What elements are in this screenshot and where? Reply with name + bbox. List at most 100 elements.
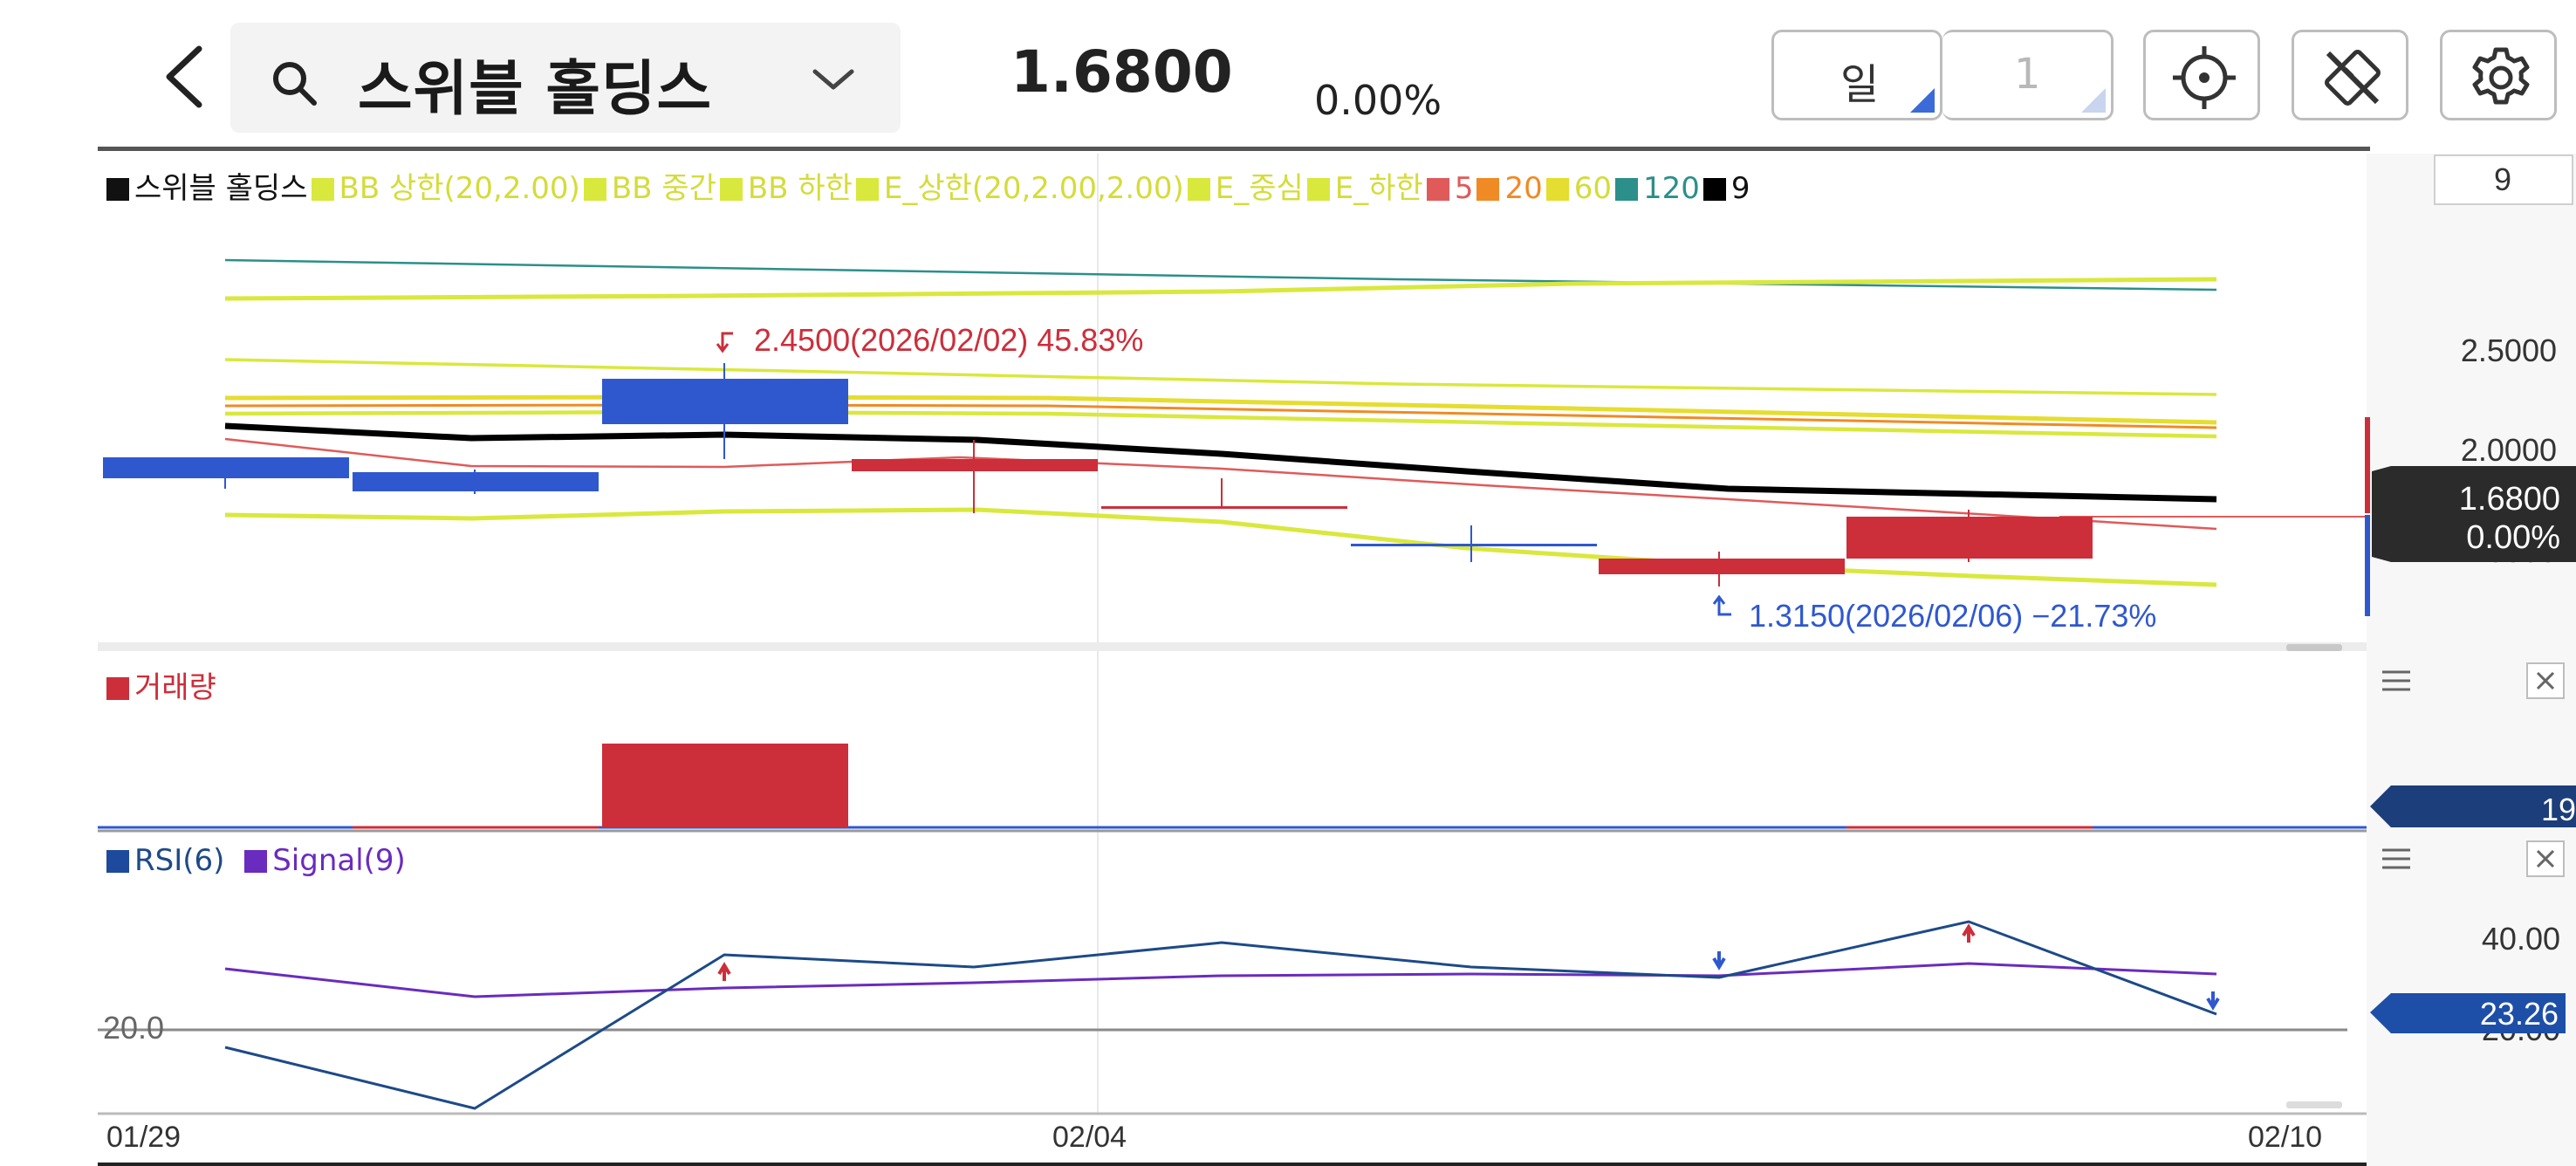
rsi-line bbox=[224, 920, 2217, 1110]
drawing-tools-toggle-button[interactable] bbox=[2292, 30, 2408, 120]
drawing-tools-off-icon bbox=[2325, 50, 2381, 106]
ma60-line bbox=[224, 394, 2217, 425]
ma9-line bbox=[224, 422, 2217, 503]
bb-lower-line bbox=[224, 507, 2217, 587]
legend-label: E_하한 bbox=[1334, 171, 1423, 206]
rsi-buy-signal-icon bbox=[717, 962, 731, 981]
legend-swatch bbox=[1702, 178, 1726, 201]
period-value-label: 1 bbox=[2014, 50, 2041, 99]
legend-label: BB 상한(20,2.00) bbox=[339, 171, 580, 206]
legend-swatch bbox=[1187, 178, 1210, 201]
candle bbox=[1599, 559, 1845, 574]
legend-label: 9 bbox=[1730, 171, 1750, 206]
legend-swatch bbox=[106, 178, 129, 201]
stock-search-box[interactable]: 스위블 홀딩스 bbox=[230, 23, 901, 133]
bb-middle-line bbox=[224, 409, 2217, 439]
candle bbox=[1846, 517, 2093, 559]
legend-swatch bbox=[719, 178, 743, 201]
legend-swatch bbox=[244, 850, 268, 873]
ma20-line bbox=[224, 403, 2217, 429]
search-icon bbox=[273, 62, 317, 106]
legend-swatch bbox=[1476, 178, 1500, 201]
header-divider bbox=[98, 147, 2370, 151]
volume-panel-menu-icon[interactable] bbox=[2382, 670, 2410, 691]
candle bbox=[353, 472, 599, 491]
ma-period-box[interactable] bbox=[2434, 154, 2573, 205]
price-y-tick: 2.0000 bbox=[2461, 432, 2557, 468]
rsi-value-tag bbox=[2370, 993, 2566, 1033]
legend-swatch bbox=[1306, 178, 1330, 201]
rsi-panel-menu-icon[interactable] bbox=[2382, 848, 2410, 869]
legend-swatch bbox=[855, 178, 879, 201]
header-bar: 스위블 홀딩스 1.6800 0.00% 일 1 bbox=[0, 0, 2576, 148]
ma5-line bbox=[224, 437, 2217, 531]
volume-panel-close-icon[interactable] bbox=[2526, 662, 2565, 699]
price-y-tick: 2.5000 bbox=[2461, 333, 2557, 368]
volume-bar bbox=[602, 744, 848, 827]
gear-icon bbox=[2472, 47, 2530, 105]
candle bbox=[602, 379, 848, 424]
rsi-legend: RSI(6) Signal(9) bbox=[106, 843, 406, 878]
stock-chart[interactable]: 2.4500(2026/02/02) 45.83% 1.3150(2026/02… bbox=[0, 150, 2576, 1166]
legend-swatch bbox=[311, 178, 334, 201]
x-axis-label: 01/29 bbox=[106, 1121, 181, 1154]
volume-legend-label: 거래량 bbox=[134, 670, 216, 705]
legend-label: 120 bbox=[1643, 171, 1700, 206]
x-axis-label: 02/04 bbox=[1052, 1121, 1127, 1154]
legend-swatch bbox=[1545, 178, 1569, 201]
current-price: 1.6800 bbox=[1011, 38, 1233, 106]
current-change-tag-value: 0.00% bbox=[2466, 519, 2560, 556]
price-range-bar-down bbox=[2365, 515, 2370, 616]
volume-legend: 거래량 bbox=[106, 663, 216, 706]
period-value-select[interactable]: 1 bbox=[1942, 30, 2114, 120]
rsi-panel-close-icon[interactable] bbox=[2526, 840, 2565, 877]
high-marker-icon bbox=[716, 332, 733, 353]
chevron-down-icon[interactable] bbox=[812, 66, 855, 93]
legend-label: BB 하한 bbox=[747, 171, 853, 206]
legend-label: E_중심 bbox=[1215, 171, 1304, 206]
legend-swatch bbox=[1615, 178, 1639, 201]
period-type-select[interactable]: 일 bbox=[1771, 30, 1942, 120]
legend-label: E_상한(20,2.00,2.00) bbox=[883, 171, 1184, 206]
back-button[interactable] bbox=[155, 42, 216, 112]
legend-swatch bbox=[583, 178, 606, 201]
price-range-bar-up bbox=[2365, 417, 2370, 513]
price-legend: 스위블 홀딩스 BB 상한(20,2.00) BB 중간 BB 하한 E_상한(20,2… bbox=[106, 164, 1750, 207]
candles bbox=[103, 363, 2093, 586]
chevron-left-icon bbox=[166, 45, 202, 108]
current-price-tag bbox=[2372, 466, 2576, 562]
low-annotation: 1.3150(2026/02/06) −21.73% bbox=[1749, 598, 2156, 634]
candle bbox=[852, 459, 1098, 471]
ma120-line bbox=[224, 258, 2217, 292]
panel-resize-handle[interactable] bbox=[2286, 644, 2342, 651]
legend-swatch bbox=[106, 677, 129, 700]
legend-label: 5 bbox=[1454, 171, 1474, 206]
volume-value-tag-text: 19 bbox=[2541, 792, 2576, 827]
rsi-legend-label: RSI(6) bbox=[134, 843, 225, 878]
rsi-buy-signal-icon bbox=[1962, 923, 1976, 943]
crosshair-button[interactable] bbox=[2143, 30, 2260, 120]
price-change: 0.00% bbox=[1314, 77, 1442, 124]
x-axis-label: 02/10 bbox=[2248, 1121, 2322, 1154]
rsi-baseline-label: 20.0 bbox=[103, 1010, 164, 1046]
dropdown-corner-icon bbox=[2081, 88, 2106, 113]
envelope-upper-line bbox=[224, 358, 2217, 396]
low-marker-icon bbox=[1712, 594, 1731, 616]
rsi-sell-signal-icon bbox=[2206, 991, 2220, 1011]
signal-legend-label: Signal(9) bbox=[272, 843, 406, 878]
rsi-sell-signal-icon bbox=[1712, 951, 1726, 971]
chart-settings-button[interactable] bbox=[2440, 30, 2557, 120]
candle bbox=[1101, 506, 1347, 509]
candle bbox=[1351, 544, 1597, 546]
legend-label: BB 중간 bbox=[611, 171, 716, 206]
rsi-value-tag-text: 23.26 bbox=[2480, 996, 2559, 1032]
legend-swatch bbox=[1426, 178, 1449, 201]
panel-resize-handle[interactable] bbox=[2286, 1101, 2342, 1108]
high-annotation: 2.4500(2026/02/02) 45.83% bbox=[754, 322, 1143, 358]
rsi-y-tick: 40.00 bbox=[2482, 921, 2560, 957]
period-type-label: 일 bbox=[1840, 60, 1880, 109]
legend-label: 20 bbox=[1504, 171, 1543, 206]
candle bbox=[103, 457, 349, 478]
legend-swatch bbox=[106, 850, 129, 873]
current-price-tag-value: 1.6800 bbox=[2459, 481, 2560, 518]
